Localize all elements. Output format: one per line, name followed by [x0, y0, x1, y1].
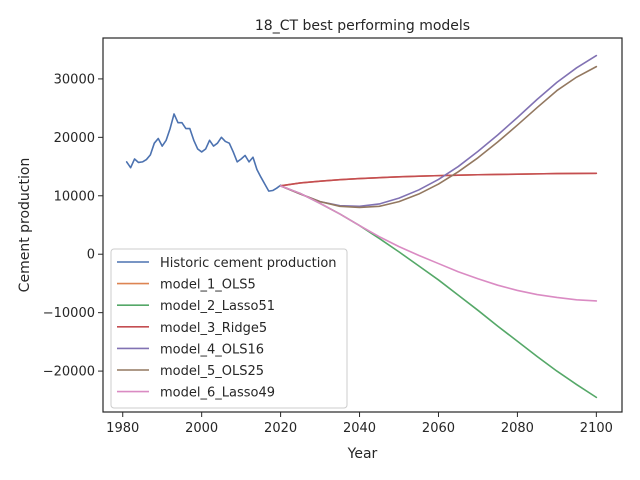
legend: Historic cement production model_1_OLS5mo…	[110, 248, 348, 409]
x-tick-label: 2040	[343, 421, 376, 436]
x-tick-label: 2100	[580, 421, 613, 436]
legend-label: Historic cement production	[160, 256, 337, 271]
plot-frame	[102, 37, 623, 413]
x-tick-label: 2060	[422, 421, 455, 436]
y-tick-label: 10000	[54, 189, 95, 204]
x-tick-label: 2000	[185, 421, 218, 436]
y-tick-label: 20000	[54, 131, 95, 146]
x-tick-label: 1980	[106, 421, 139, 436]
y-tick-label: −20000	[43, 365, 95, 380]
legend-label: model_4_OLS16	[160, 342, 264, 357]
chart-title: 18_CT best performing models	[255, 18, 470, 34]
x-axis-label: Year	[347, 446, 378, 462]
series-layer	[125, 54, 598, 399]
y-tick-label: −10000	[43, 306, 95, 321]
series-line-7	[279, 185, 598, 302]
y-axis: −20000 −10000 0 10000 20000 30000	[43, 72, 103, 380]
legend-label: model_5_OLS25	[160, 364, 264, 379]
y-tick-label: 0	[87, 248, 95, 263]
legend-label: model_3_Ridge5	[160, 321, 267, 336]
x-axis: 1980 2000 2020 2040 2060 2080 2100	[106, 412, 613, 436]
y-tick-label: 30000	[54, 72, 95, 87]
x-tick-label: 2080	[501, 421, 534, 436]
series-line-4	[279, 172, 598, 187]
series-line-1	[125, 113, 282, 192]
legend-box	[110, 248, 348, 409]
legend-label: model_1_OLS5	[160, 278, 256, 293]
legend-label: model_6_Lasso49	[160, 386, 275, 401]
series-line-6	[279, 65, 598, 209]
x-tick-label: 2020	[264, 421, 297, 436]
y-axis-label: Cement production	[17, 158, 33, 293]
legend-label: model_2_Lasso51	[160, 299, 275, 314]
